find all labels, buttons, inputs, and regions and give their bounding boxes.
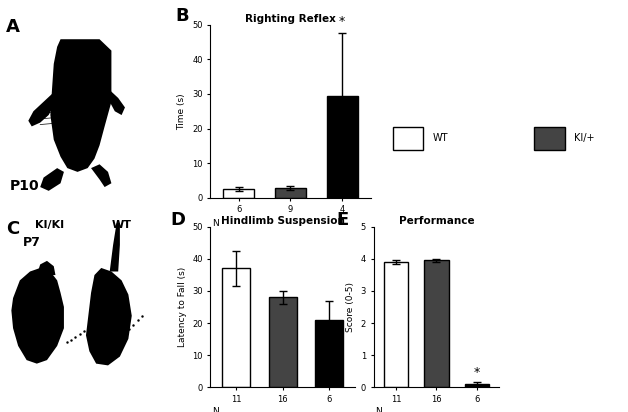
- Text: A: A: [6, 19, 20, 36]
- Title: Performance: Performance: [399, 216, 474, 226]
- Bar: [269, 297, 296, 387]
- Bar: [315, 320, 343, 387]
- Bar: [465, 384, 489, 387]
- FancyBboxPatch shape: [534, 127, 565, 150]
- Polygon shape: [110, 222, 120, 272]
- Title: Hindlimb Suspension: Hindlimb Suspension: [220, 216, 345, 226]
- Text: C: C: [6, 220, 19, 238]
- Bar: [222, 268, 250, 387]
- Text: N: N: [375, 407, 382, 412]
- Text: D: D: [170, 211, 185, 229]
- Bar: [384, 262, 408, 387]
- Text: KI/+: KI/+: [574, 133, 595, 143]
- Text: *: *: [474, 365, 480, 379]
- Bar: [425, 260, 448, 387]
- Text: N: N: [212, 218, 219, 227]
- Y-axis label: Latency to Fall (s): Latency to Fall (s): [178, 267, 187, 347]
- Bar: [224, 189, 254, 198]
- Polygon shape: [40, 168, 64, 191]
- Text: WT: WT: [432, 133, 448, 143]
- Title: Righting Reflex: Righting Reflex: [245, 14, 336, 24]
- Bar: [327, 96, 357, 198]
- Text: N: N: [212, 407, 219, 412]
- Y-axis label: Time (s): Time (s): [178, 93, 187, 129]
- Text: WT: WT: [111, 220, 131, 230]
- Bar: [275, 188, 306, 198]
- Text: P10: P10: [9, 179, 40, 193]
- Polygon shape: [11, 268, 64, 364]
- Y-axis label: Score (0-5): Score (0-5): [346, 282, 355, 332]
- Polygon shape: [28, 92, 54, 126]
- Text: KI/KI: KI/KI: [35, 220, 64, 230]
- Polygon shape: [86, 268, 132, 365]
- Text: E: E: [336, 211, 349, 229]
- Text: P7: P7: [23, 236, 41, 249]
- Text: *: *: [339, 15, 345, 28]
- Polygon shape: [50, 39, 111, 172]
- Polygon shape: [37, 261, 55, 275]
- Polygon shape: [108, 89, 125, 115]
- Polygon shape: [91, 164, 111, 187]
- FancyBboxPatch shape: [392, 127, 423, 150]
- Text: B: B: [175, 7, 189, 26]
